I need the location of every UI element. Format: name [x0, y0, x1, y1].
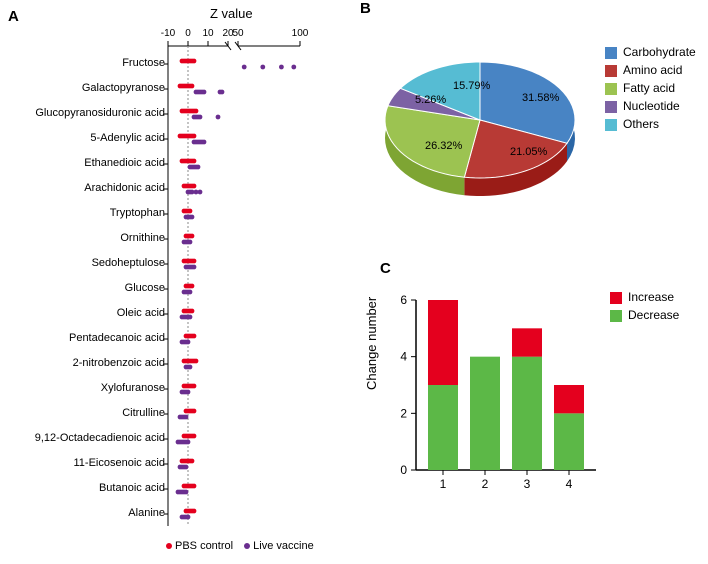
- svg-text:4: 4: [400, 350, 407, 364]
- metabolite-label: Galactopyranose: [82, 82, 165, 94]
- svg-text:1: 1: [440, 477, 447, 491]
- legend-pbs: PBS control: [175, 540, 233, 552]
- panel-b-label: B: [360, 0, 371, 17]
- legend-live: Live vaccine: [253, 540, 314, 552]
- pie-slice-label: 26.32%: [425, 140, 462, 152]
- svg-text:0: 0: [400, 463, 407, 477]
- metabolite-label: Tryptophan: [110, 207, 165, 219]
- panel-a-plot: [0, 0, 350, 560]
- legend-item: Fatty acid: [605, 81, 696, 95]
- metabolite-label: 11-Eicosenoic acid: [73, 457, 165, 469]
- legend-item: Increase: [610, 290, 679, 304]
- bar-chart: 0 2 4 6 1 2 3 4: [370, 280, 610, 500]
- metabolite-label: Alanine: [128, 507, 165, 519]
- live-dot-icon: [244, 543, 250, 549]
- svg-text:2: 2: [482, 477, 489, 491]
- axis-tick: 0: [185, 28, 191, 39]
- legend-item: Decrease: [610, 308, 679, 322]
- metabolite-label: Arachidonic acid: [84, 182, 165, 194]
- metabolite-label: Oleic acid: [117, 307, 165, 319]
- axis-tick: 100: [292, 28, 309, 39]
- panel-a: A Z value PBS control Live vaccine -1001…: [0, 0, 350, 564]
- panel-a-legend: PBS control Live vaccine: [158, 540, 314, 552]
- metabolite-label: Ornithine: [120, 232, 165, 244]
- metabolite-label: Ethanedioic acid: [84, 157, 165, 169]
- pie-slice-label: 15.79%: [453, 80, 490, 92]
- panel-c-legend: Increase Decrease: [610, 290, 679, 326]
- metabolite-label: Citrulline: [122, 407, 165, 419]
- pie-slice-label: 5.26%: [415, 94, 446, 106]
- metabolite-label: Sedoheptulose: [92, 257, 165, 269]
- pie-slice-label: 31.58%: [522, 92, 559, 104]
- legend-item: Nucleotide: [605, 99, 696, 113]
- metabolite-label: Butanoic acid: [99, 482, 165, 494]
- metabolite-label: 5-Adenylic acid: [90, 132, 165, 144]
- panel-b: B Carbohydrate Amino acid Fatty acid Nucleo…: [360, 0, 708, 240]
- panel-c: C Change number 02461234 IncreaseDecreas…: [370, 260, 708, 540]
- axis-tick: -10: [161, 28, 175, 39]
- metabolite-label: Glucose: [125, 282, 165, 294]
- legend-item: Amino acid: [605, 63, 696, 77]
- svg-text:4: 4: [566, 477, 573, 491]
- metabolite-label: Xylofuranose: [101, 382, 165, 394]
- metabolite-label: Glucopyranosiduronic acid: [35, 107, 165, 119]
- svg-text:3: 3: [524, 477, 531, 491]
- legend-item: Carbohydrate: [605, 45, 696, 59]
- legend-item: Others: [605, 117, 696, 131]
- panel-b-legend: Carbohydrate Amino acid Fatty acid Nucleoti…: [605, 45, 696, 135]
- pie-chart: [360, 20, 600, 230]
- pie-slice-label: 21.05%: [510, 146, 547, 158]
- pbs-dot-icon: [166, 543, 172, 549]
- svg-text:2: 2: [400, 406, 407, 420]
- panel-c-label: C: [380, 260, 391, 277]
- metabolite-label: 2-nitrobenzoic acid: [73, 357, 165, 369]
- metabolite-label: Fructose: [122, 57, 165, 69]
- metabolite-label: Pentadecanoic acid: [69, 332, 165, 344]
- svg-text:6: 6: [400, 293, 407, 307]
- axis-tick: 10: [202, 28, 213, 39]
- axis-tick: 50: [232, 28, 243, 39]
- metabolite-label: 9,12-Octadecadienoic acid: [35, 432, 165, 444]
